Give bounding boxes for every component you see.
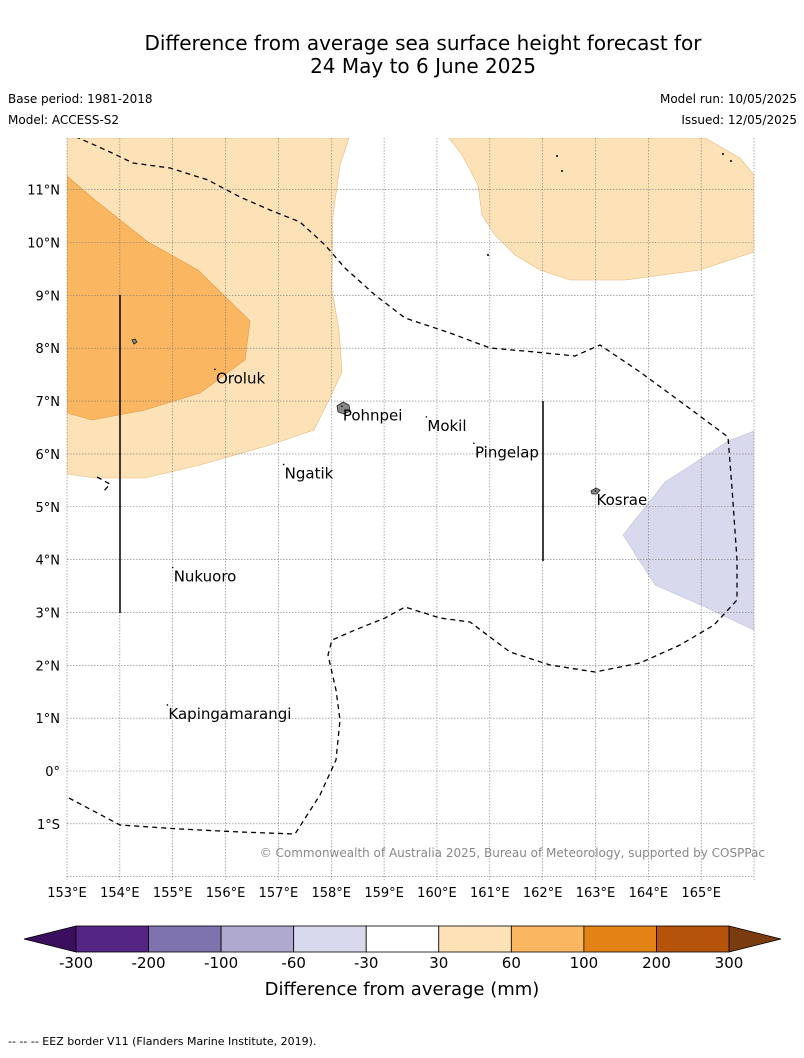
- place-marker: [166, 704, 169, 706]
- colorbar-tick-label: 200: [642, 954, 671, 972]
- longitude-label: 159°E: [364, 886, 404, 901]
- place-label: Nukuoro: [174, 568, 237, 586]
- latitude-label: 5°N: [36, 501, 61, 516]
- small-island-north-2: [560, 169, 564, 173]
- longitude-label: 158°E: [311, 886, 351, 901]
- colorbar: [23, 925, 782, 953]
- latitude-labels: 11°N 10°N 9°N 8°N 7°N 6°N 5°N 4°N 3°N 2°N 1°N 0° 1°S: [27, 184, 60, 833]
- small-island-north-1: [555, 154, 559, 158]
- place-label: Kosrae: [597, 491, 648, 509]
- contour-30-60-northeast: [448, 138, 754, 281]
- latitude-label: 1°S: [37, 818, 60, 833]
- colorbar-segment: [293, 925, 367, 953]
- copyright-notice: © Commonwealth of Australia 2025, Bureau…: [260, 846, 765, 860]
- colorbar-tick-label: 30: [429, 954, 448, 972]
- colorbar-tick-labels: -300 -200 -100 -60 -30 30 60 100 200 300: [59, 954, 743, 972]
- small-island-mid: [486, 253, 490, 257]
- latitude-label: 3°N: [36, 606, 61, 621]
- place-label: Ngatik: [285, 464, 334, 482]
- colorbar-over-arrow: [728, 925, 782, 953]
- place-label: Mokil: [427, 417, 466, 435]
- eez-border: [67, 138, 738, 835]
- longitude-labels: 153°E 154°E 155°E 156°E 157°E 158°E 159°E 160°E…: [47, 886, 721, 901]
- pohnpei-island: [336, 401, 351, 415]
- latitude-label: 7°N: [36, 395, 61, 410]
- colorbar-segment: [365, 925, 440, 953]
- place-marker: [341, 405, 343, 408]
- colorbar-tick-label: 300: [715, 954, 744, 972]
- colorbar-segment: [148, 925, 222, 953]
- longitude-label: 164°E: [629, 886, 669, 901]
- place-label: Pingelap: [475, 443, 539, 461]
- longitude-label: 154°E: [100, 886, 140, 901]
- issued-label: Issued: 12/05/2025: [681, 113, 797, 127]
- latitude-label: 9°N: [36, 289, 61, 304]
- longitude-label: 157°E: [259, 886, 299, 901]
- model-label: Model: ACCESS-S2: [8, 113, 120, 127]
- place-label: Pohnpei: [343, 406, 403, 424]
- anomaly-contours: [67, 138, 754, 631]
- colorbar-tick-label: 60: [502, 954, 521, 972]
- place-label: Oroluk: [216, 369, 265, 387]
- latitude-label: 0°: [45, 765, 60, 780]
- colorbar-segment: [438, 925, 512, 953]
- colorbar-tick-label: 100: [570, 954, 599, 972]
- latitude-label: 10°N: [27, 237, 60, 252]
- colorbar-tick-label: -100: [204, 954, 238, 972]
- colorbar-tick-label: -60: [281, 954, 306, 972]
- sea-level-map: Oroluk Pohnpei Mokil Pingelap Ngatik Kosrae Nu…: [23, 138, 782, 1000]
- small-island-west: [131, 338, 138, 345]
- latitude-label: 6°N: [36, 448, 61, 463]
- latitude-label: 1°N: [36, 712, 61, 727]
- latitude-label: 4°N: [36, 554, 61, 569]
- longitude-label: 161°E: [470, 886, 510, 901]
- latitude-label: 2°N: [36, 659, 61, 674]
- eez-footnote: -- -- -- EEZ border V11 (Flanders Marine…: [8, 1035, 317, 1048]
- model-run-label: Model run: 10/05/2025: [659, 92, 797, 106]
- colorbar-tick-label: -200: [132, 954, 166, 972]
- base-period-label: Base period: 1981-2018: [8, 92, 153, 106]
- latitude-label: 8°N: [36, 342, 61, 357]
- colorbar-segment: [220, 925, 295, 953]
- place-labels: Oroluk Pohnpei Mokil Pingelap Ngatik Kosrae Nu…: [166, 368, 648, 723]
- longitude-label: 162°E: [523, 886, 563, 901]
- longitude-label: 165°E: [681, 886, 721, 901]
- place-marker: [425, 416, 428, 418]
- small-island-north-3: [721, 152, 725, 156]
- map-title: Difference from average sea surface heig…: [0, 32, 804, 78]
- colorbar-under-arrow: [23, 925, 77, 953]
- colorbar-segment: [510, 925, 585, 953]
- title-line-1: Difference from average sea surface heig…: [144, 31, 702, 55]
- place-marker: [214, 368, 216, 371]
- colorbar-segment: [75, 925, 149, 953]
- colorbar-label: Difference from average (mm): [265, 979, 540, 1000]
- latitude-label: 11°N: [27, 184, 60, 199]
- longitude-label: 155°E: [153, 886, 193, 901]
- graticule: [66, 138, 755, 880]
- colorbar-tick-label: -30: [354, 954, 379, 972]
- colorbar-segment: [583, 925, 657, 953]
- small-island-north-4: [729, 159, 733, 163]
- contour-minus60-minus30: [622, 430, 754, 631]
- title-line-2: 24 May to 6 June 2025: [310, 54, 536, 78]
- colorbar-segment: [656, 925, 730, 953]
- place-marker: [282, 463, 285, 466]
- place-label: Kapingamarangi: [168, 705, 291, 723]
- place-marker: [594, 490, 597, 492]
- place-marker: [171, 566, 174, 569]
- longitude-label: 160°E: [417, 886, 457, 901]
- longitude-label: 163°E: [576, 886, 616, 901]
- longitude-label: 156°E: [206, 886, 246, 901]
- colorbar-tick-label: -300: [59, 954, 93, 972]
- place-marker: [473, 442, 475, 445]
- longitude-label: 153°E: [47, 886, 87, 901]
- contour-60-100: [67, 175, 251, 421]
